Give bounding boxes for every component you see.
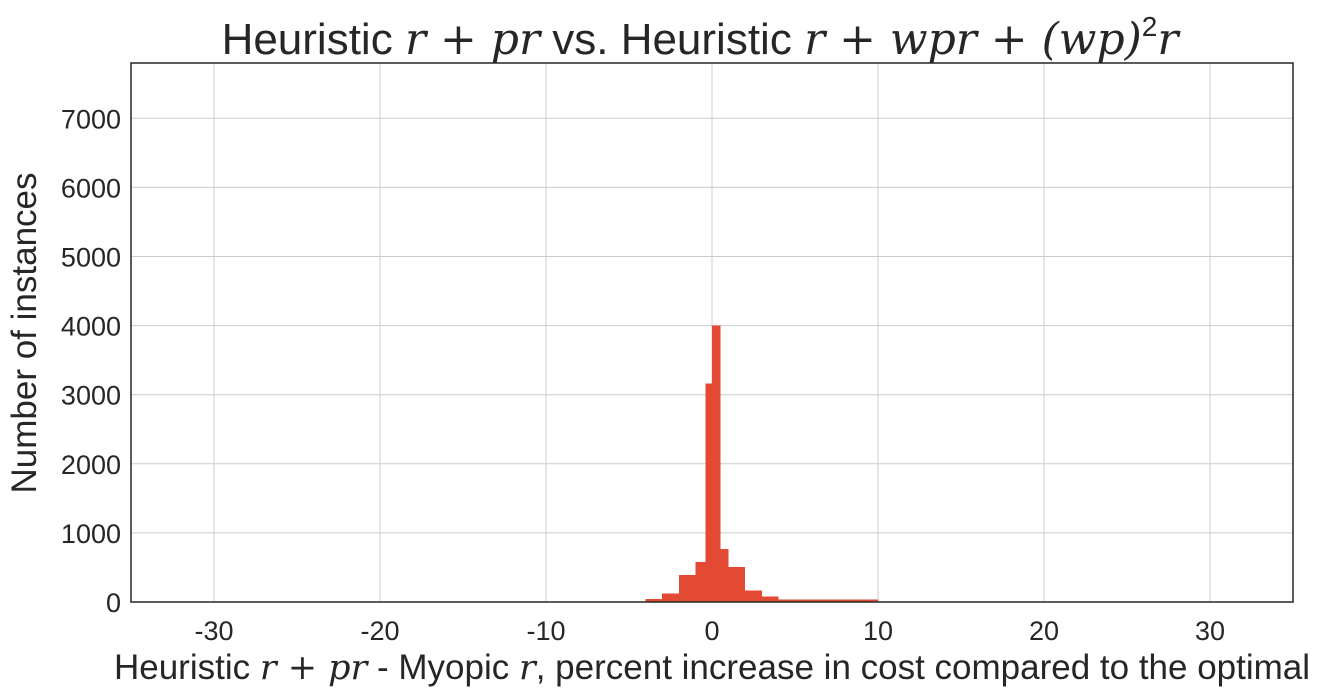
y-axis-label: Number of instances (5, 173, 44, 494)
histogram-bar (720, 548, 729, 602)
histogram-bar (778, 599, 878, 602)
histogram-bar (761, 596, 779, 602)
xlabel-part-1: r + pr (260, 648, 370, 688)
x-axis-label: Heuristic r + pr - Myopic r, percent inc… (114, 648, 1310, 688)
xlabel-part-4: , percent increase in cost compared to t… (536, 648, 1310, 687)
histogram-bar (645, 599, 663, 602)
chart-title: Heuristic r + pr vs. Heuristic r + wpr +… (222, 11, 1182, 65)
title-part-0: Heuristic (222, 15, 405, 64)
xlabel-part-3: r (519, 648, 538, 688)
title-part-5: r (1157, 14, 1181, 65)
xlabel-part-2: - Myopic (367, 648, 519, 687)
histogram-bar (678, 575, 696, 602)
x-tick-label: 10 (863, 616, 893, 646)
plot-frame (130, 62, 1294, 603)
histogram-bars (645, 325, 878, 602)
title-part-2: vs. Heuristic (540, 15, 804, 64)
title-part-3: r + wpr + (wp) (804, 14, 1142, 65)
x-tick-label: 0 (704, 616, 719, 646)
x-tick-label: -10 (526, 616, 565, 646)
y-tick-label: 6000 (61, 173, 121, 203)
histogram-bar (695, 561, 706, 602)
histogram-bar (745, 590, 762, 602)
x-tick-labels: -30 -20 -10 0 10 20 30 (194, 616, 1225, 646)
y-tick-labels: 0 1000 2000 3000 4000 5000 6000 7000 (61, 104, 121, 618)
y-tick-label: 7000 (61, 104, 121, 134)
x-tick-label: -30 (194, 616, 233, 646)
grid-lines (131, 63, 1293, 603)
histogram-bar (705, 383, 712, 602)
y-tick-label: 0 (106, 588, 121, 618)
x-tick-label: -20 (360, 616, 399, 646)
title-part-4: 2 (1142, 11, 1158, 42)
y-tick-label: 3000 (61, 381, 121, 411)
histogram-bar (728, 566, 746, 602)
x-tick-label: 30 (1195, 616, 1225, 646)
xlabel-part-0: Heuristic (114, 648, 260, 687)
y-tick-label: 4000 (61, 312, 121, 342)
y-tick-label: 1000 (61, 519, 121, 549)
y-tick-label: 5000 (61, 242, 121, 272)
histogram-bar (712, 325, 721, 602)
y-tick-label: 2000 (61, 450, 121, 480)
histogram-bar (662, 593, 679, 602)
title-part-1: r + pr (405, 14, 543, 65)
x-tick-label: 20 (1029, 616, 1059, 646)
